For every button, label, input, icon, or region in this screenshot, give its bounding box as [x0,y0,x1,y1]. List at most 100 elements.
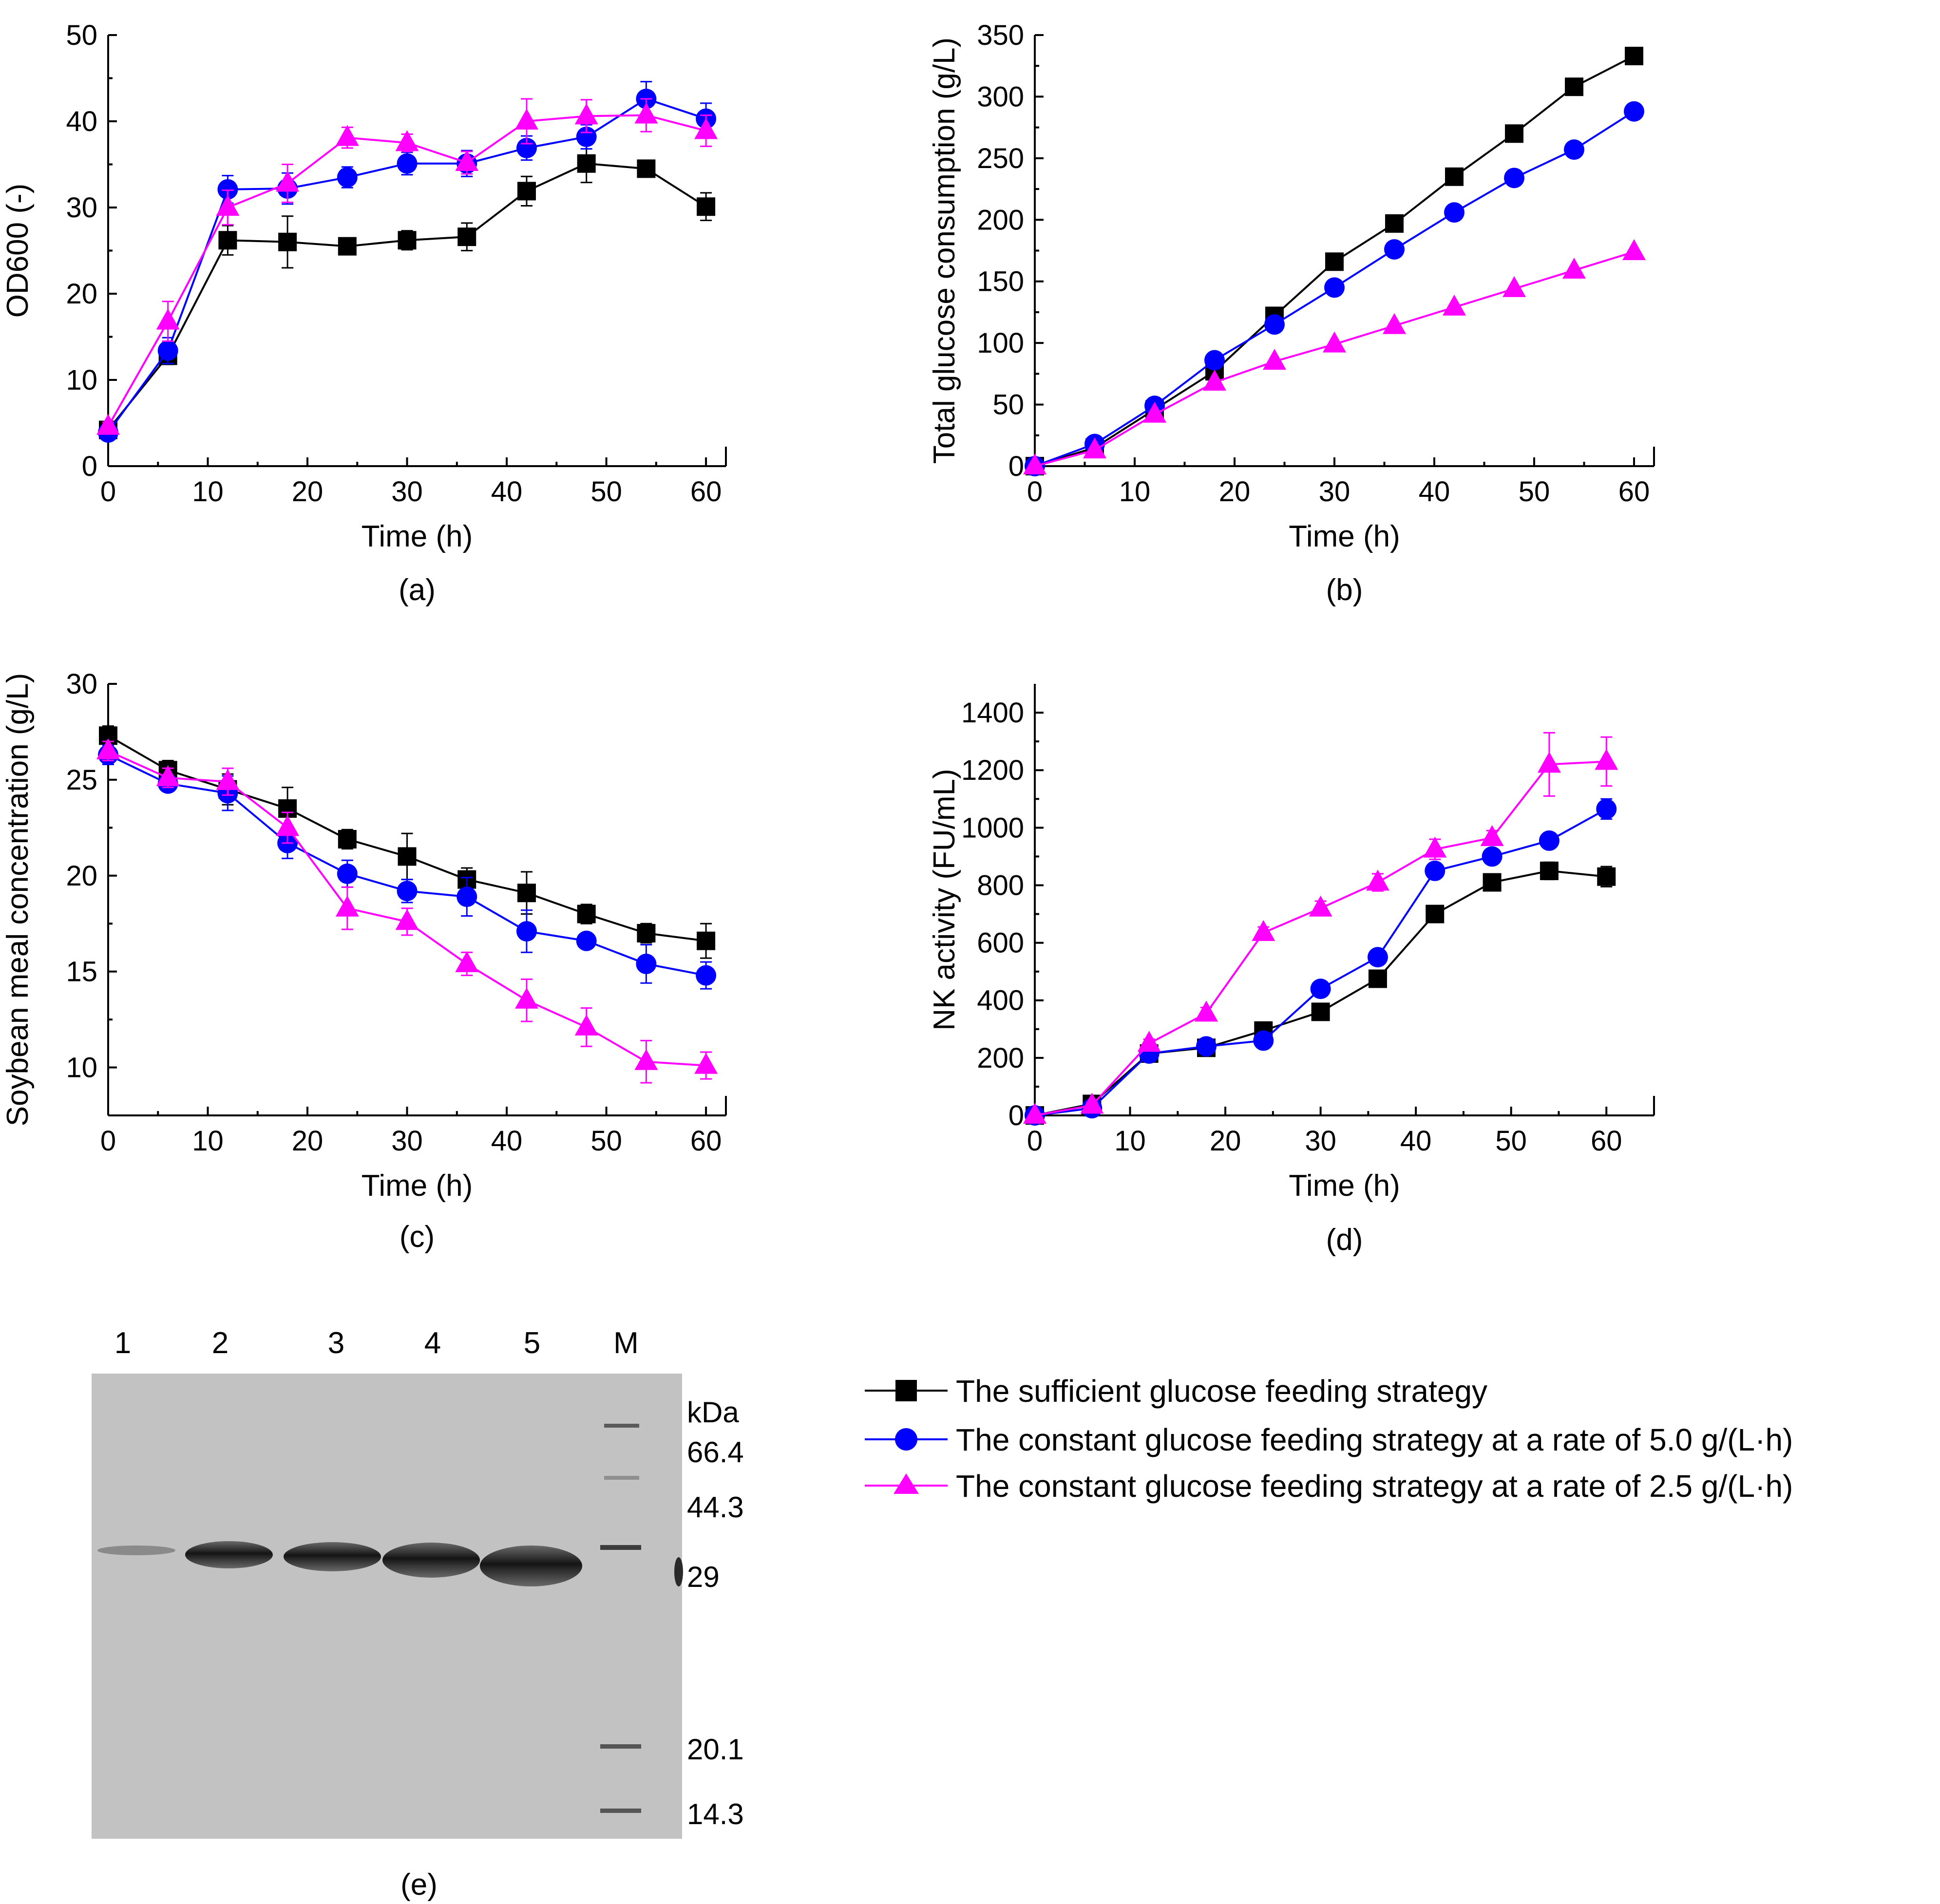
series-square [99,725,716,959]
panel-label: (d) [1326,1223,1363,1257]
series-square [1026,46,1643,475]
data-point-triangle [1537,752,1561,773]
x-tick-label: 10 [192,1125,224,1157]
data-point-square [517,182,536,201]
data-point-triangle [514,987,538,1009]
y-tick-label: 50 [66,19,97,51]
series-circle [1025,798,1617,1126]
marker-label-14.3: 14.3 [687,1798,744,1830]
data-point-circle [1482,846,1503,867]
data-point-circle [1504,168,1524,189]
x-tick-label: 30 [1319,476,1350,508]
gel-edge-artifact [674,1557,683,1586]
y-tick-label: 40 [66,106,97,137]
y-tick-label: 250 [977,143,1024,174]
data-point-circle [337,167,358,188]
legend-marker-triangle [894,1473,919,1494]
data-point-triangle [574,1014,598,1036]
x-tick-label: 60 [1618,476,1650,508]
y-tick-label: 350 [977,19,1024,51]
x-tick-label: 60 [690,476,722,508]
y-tick-label: 200 [977,204,1024,236]
data-point-square [697,197,716,216]
y-axis-label: Total glucose consumption (g/L) [928,38,961,464]
lane-label-5: 5 [524,1326,540,1360]
y-tick-label: 50 [992,389,1024,421]
series-line [1034,760,1607,1116]
legend-marker-square [895,1380,917,1401]
x-tick-label: 20 [292,1125,323,1157]
chart-panel-a: 0 10 20 30 40 50 60 0 10 20 30 40 50 Time (h) OD600 (-… [1,19,727,607]
data-point-triangle [694,1053,718,1074]
data-point-triangle [574,103,598,125]
x-tick-label: 0 [100,476,116,508]
series-triangle [1023,239,1646,474]
y-tick-label: 15 [66,956,97,988]
legend-label-constant-2-5: The constant glucose feeding strategy at… [956,1469,1793,1504]
data-point-triangle [216,195,240,216]
data-point-circle [1253,1030,1274,1051]
marker-band-29 [600,1545,641,1550]
y-tick-label: 30 [66,668,97,700]
data-point-triangle [1366,869,1389,891]
y-tick-label: 1200 [961,754,1024,786]
data-point-circle [1204,350,1225,371]
data-point-square [1426,905,1445,924]
data-point-triangle [395,130,419,151]
data-point-triangle [156,765,180,786]
data-point-square [1385,214,1404,233]
sample-band-lane-3 [284,1542,381,1571]
data-point-circle [1425,860,1445,881]
legend-marker-circle [895,1428,917,1451]
x-axis-label: Time (h) [1289,1169,1400,1203]
data-point-square [637,159,656,178]
gel-panel: 1 2 3 4 5 M kDa 66.4 44.3 29 20.1 14.3 (… [92,1326,744,1902]
data-point-square [1325,252,1344,271]
data-point-triangle [1562,257,1586,279]
lane-label-M: M [613,1326,639,1360]
panel-label: (a) [399,573,436,607]
y-tick-label: 800 [977,869,1024,901]
y-tick-label: 0 [82,451,97,482]
data-point-square [1597,867,1616,886]
x-tick-label: 30 [1305,1125,1336,1157]
data-point-square [1483,873,1502,892]
y-tick-label: 400 [977,985,1024,1017]
y-tick-label: 20 [66,860,97,892]
data-point-triangle [455,150,479,171]
x-tick-label: 50 [1519,476,1550,508]
sample-band-lane-4 [382,1543,480,1578]
y-tick-label: 600 [977,927,1024,959]
data-point-circle [456,886,477,907]
data-point-triangle [1080,1093,1104,1114]
x-tick-label: 0 [1027,1125,1043,1157]
x-tick-label: 20 [1219,476,1251,508]
data-point-triangle [1263,349,1286,370]
data-point-square [338,829,357,848]
panel-label-e: (e) [400,1868,437,1902]
data-point-circle [337,863,358,884]
x-tick-label: 30 [391,476,423,508]
legend-item-constant-5: The constant glucose feeding strategy at… [865,1422,1793,1457]
data-point-triangle [335,125,359,146]
lane-label-4: 4 [424,1326,441,1360]
marker-label-66.4: 66.4 [687,1436,744,1469]
data-point-circle [1564,139,1584,160]
marker-band-14.3 [600,1809,641,1813]
data-point-triangle [335,895,359,917]
legend-label-sufficient: The sufficient glucose feeding strategy [956,1374,1487,1409]
data-point-circle [576,930,597,951]
x-tick-label: 0 [100,1125,116,1157]
data-point-square [1540,861,1559,880]
data-point-square [577,905,596,924]
marker-band-20.1 [600,1744,641,1749]
y-tick-label: 0 [1008,1100,1024,1131]
lane-label-1: 1 [114,1326,131,1360]
data-point-triangle [276,170,300,192]
data-point-circle [1196,1036,1217,1057]
x-axis-label: Time (h) [361,520,473,553]
data-point-circle [1624,101,1644,122]
data-point-triangle [395,909,419,930]
x-tick-label: 60 [690,1125,722,1157]
